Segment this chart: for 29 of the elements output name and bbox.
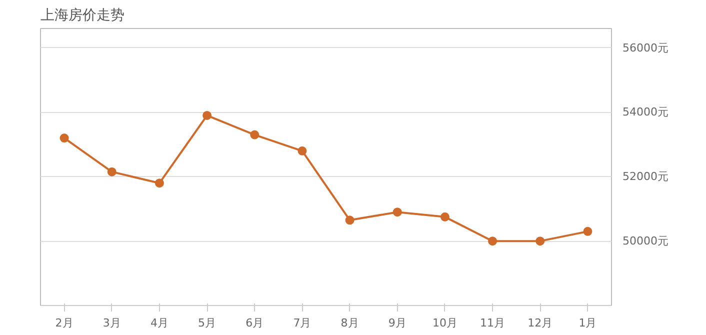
point xyxy=(488,236,498,246)
x-tick-label: 9月 xyxy=(388,316,406,330)
x-tick-label: 10月 xyxy=(432,316,458,330)
x-tick-label: 4月 xyxy=(150,316,168,330)
y-tick-label: 56000元 xyxy=(622,41,668,54)
x-tick-label: 2月 xyxy=(55,316,74,330)
x-tick-label: 7月 xyxy=(293,316,312,330)
x-tick-label: 1月 xyxy=(578,316,597,330)
point xyxy=(583,226,592,236)
x-tick-label: 5月 xyxy=(198,316,216,330)
x-tick-label: 6月 xyxy=(246,316,264,330)
x-tick-label: 12月 xyxy=(528,316,553,330)
point xyxy=(202,110,212,120)
point xyxy=(298,146,307,156)
x-tick-label: 3月 xyxy=(102,316,121,330)
point xyxy=(60,134,69,143)
point xyxy=(345,216,354,225)
y-tick-label: 54000元 xyxy=(622,106,668,119)
point xyxy=(440,212,450,222)
point xyxy=(392,208,402,217)
point xyxy=(536,236,545,246)
x-tick-label: 8月 xyxy=(340,316,359,330)
point xyxy=(107,167,116,176)
x-tick-label: 11月 xyxy=(480,316,506,330)
y-tick-label: 50000元 xyxy=(622,234,668,248)
point xyxy=(154,178,164,188)
point xyxy=(250,130,260,140)
chart-title: 上海房价走势 xyxy=(40,8,124,24)
y-tick-label: 52000元 xyxy=(622,170,668,184)
